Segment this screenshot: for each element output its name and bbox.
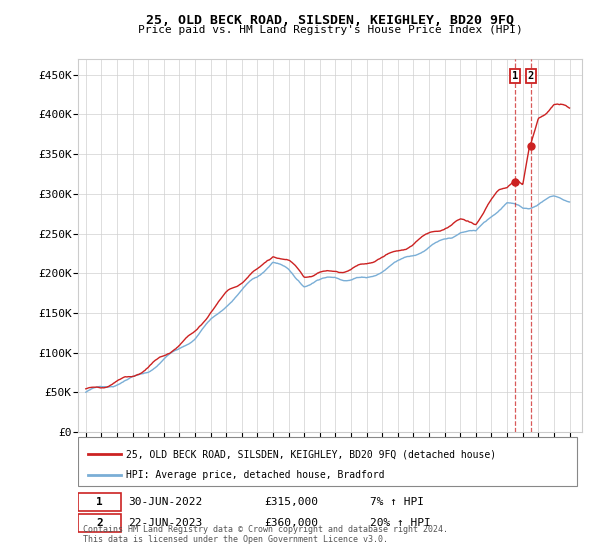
Text: Contains HM Land Registry data © Crown copyright and database right 2024.
This d: Contains HM Land Registry data © Crown c… (83, 525, 448, 544)
FancyBboxPatch shape (78, 514, 121, 533)
Text: 30-JUN-2022: 30-JUN-2022 (128, 497, 203, 507)
Text: 2: 2 (96, 518, 103, 528)
FancyBboxPatch shape (78, 493, 121, 511)
Text: HPI: Average price, detached house, Bradford: HPI: Average price, detached house, Brad… (126, 470, 385, 480)
Text: 25, OLD BECK ROAD, SILSDEN, KEIGHLEY, BD20 9FQ: 25, OLD BECK ROAD, SILSDEN, KEIGHLEY, BD… (146, 14, 514, 27)
FancyBboxPatch shape (78, 437, 577, 486)
Text: £360,000: £360,000 (265, 518, 319, 528)
Text: 20% ↑ HPI: 20% ↑ HPI (370, 518, 431, 528)
Text: 1: 1 (512, 71, 518, 81)
Text: 22-JUN-2023: 22-JUN-2023 (128, 518, 203, 528)
Text: 1: 1 (96, 497, 103, 507)
Text: 7% ↑ HPI: 7% ↑ HPI (370, 497, 424, 507)
Text: 25, OLD BECK ROAD, SILSDEN, KEIGHLEY, BD20 9FQ (detached house): 25, OLD BECK ROAD, SILSDEN, KEIGHLEY, BD… (126, 449, 496, 459)
Text: £315,000: £315,000 (265, 497, 319, 507)
Text: Price paid vs. HM Land Registry's House Price Index (HPI): Price paid vs. HM Land Registry's House … (137, 25, 523, 35)
Text: 2: 2 (527, 71, 533, 81)
